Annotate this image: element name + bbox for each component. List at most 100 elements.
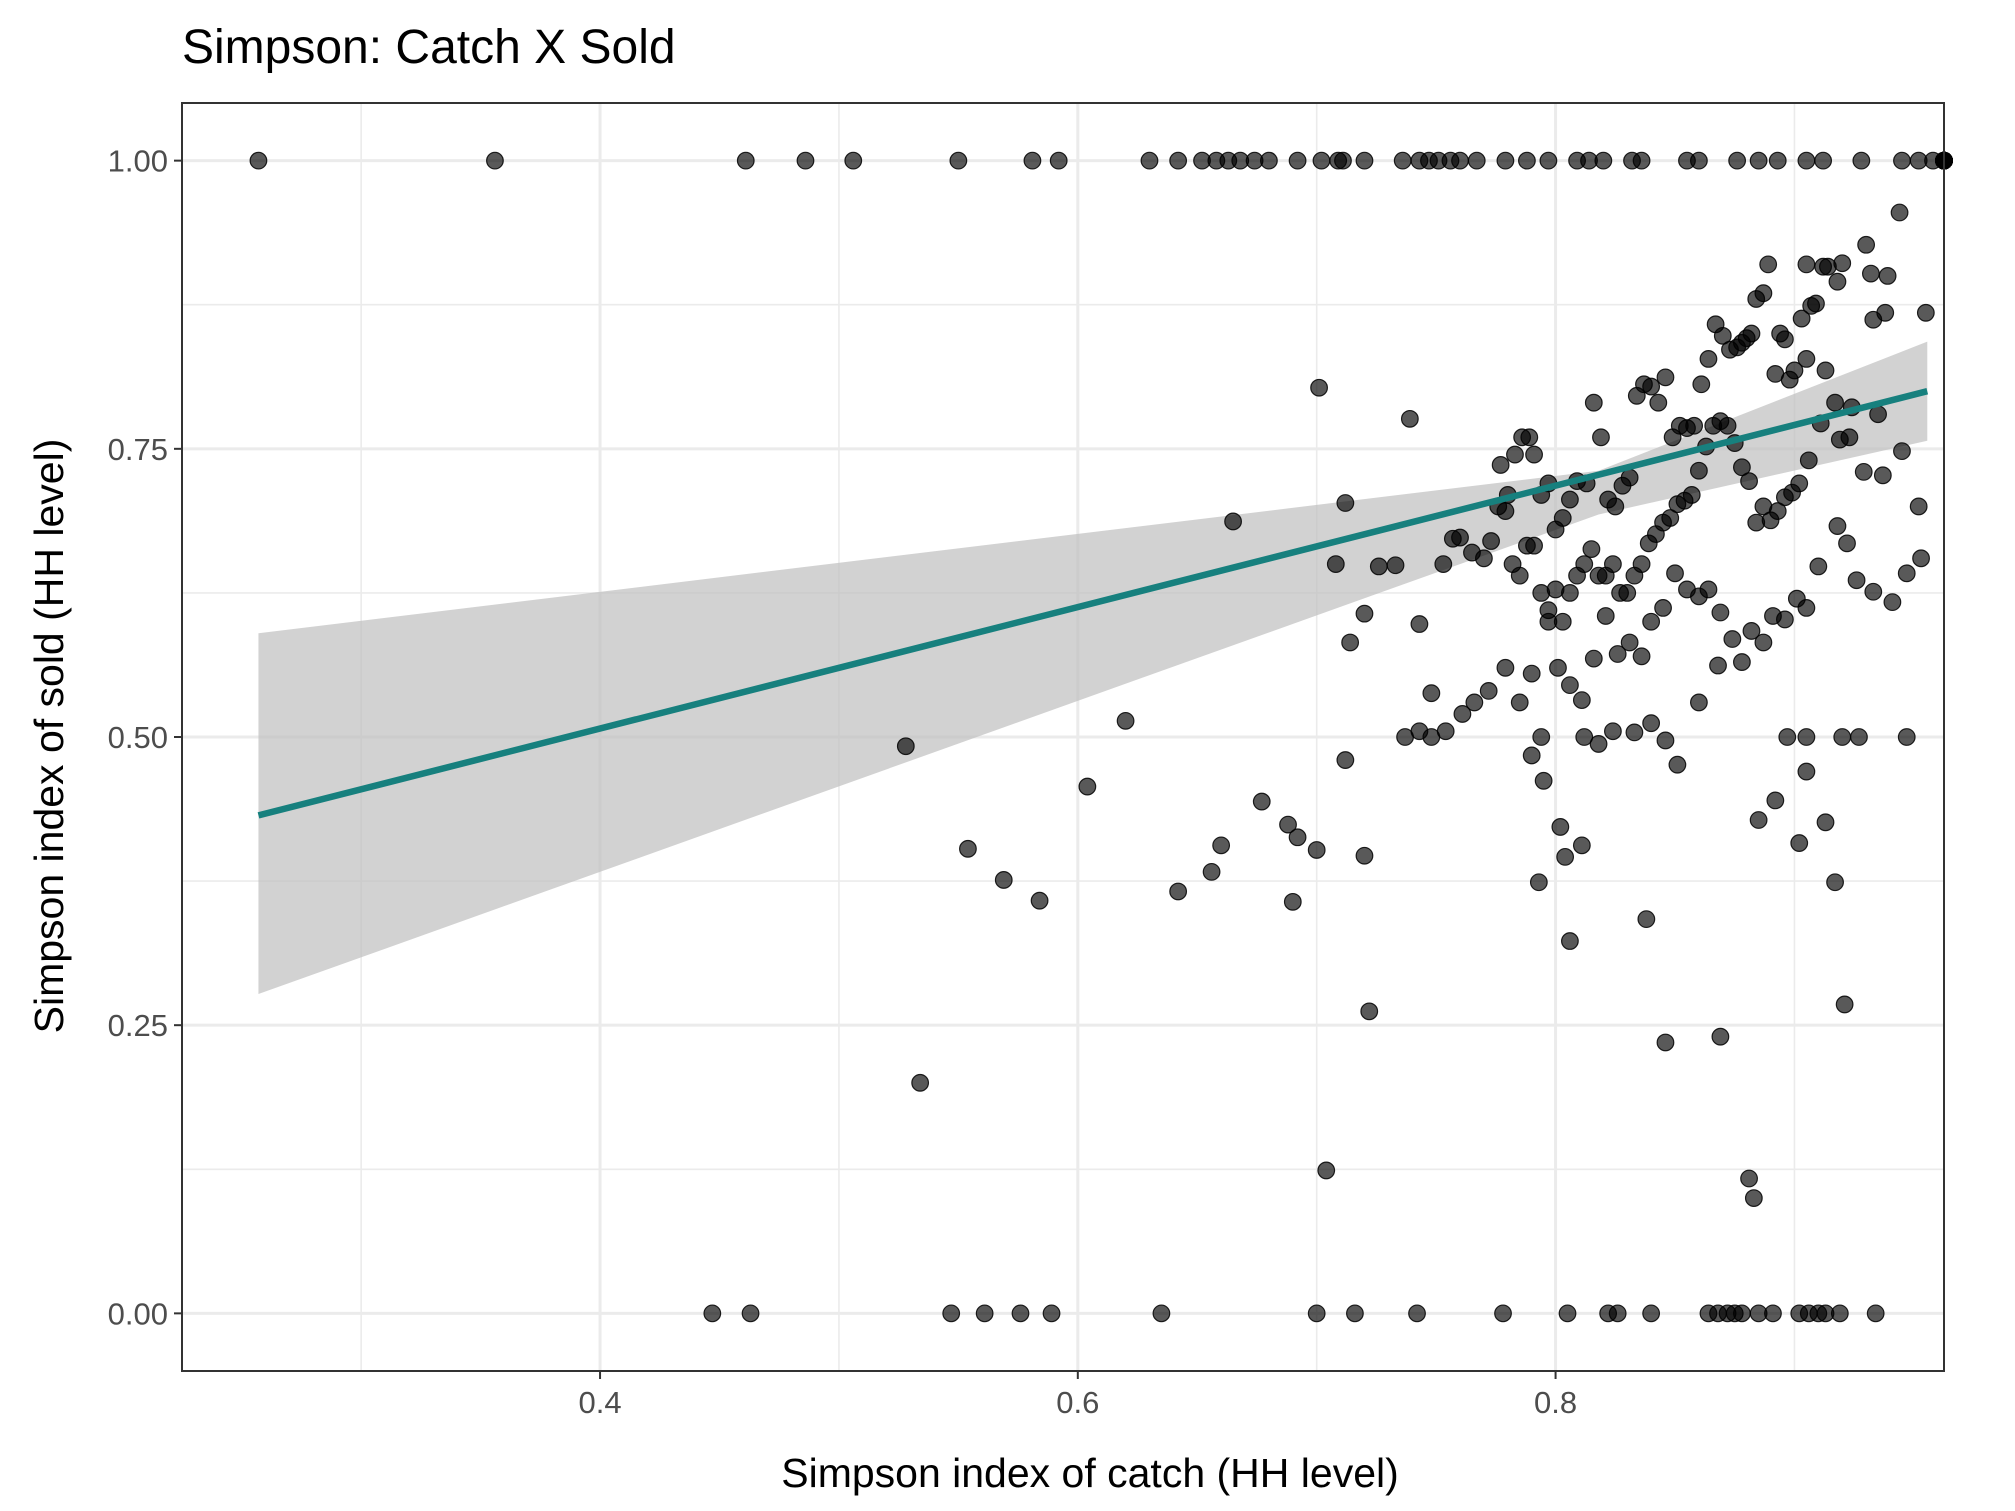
data-point	[1510, 693, 1529, 712]
data-point	[1152, 1304, 1171, 1323]
y-tick-label: 1.00	[108, 144, 168, 179]
data-point	[1778, 728, 1797, 746]
data-point	[1346, 1304, 1364, 1323]
grid-lines	[182, 103, 1944, 1371]
data-point	[1776, 488, 1794, 507]
data-point	[1790, 834, 1809, 852]
data-point	[1747, 513, 1766, 532]
data-point	[1690, 461, 1708, 480]
data-point	[1589, 566, 1608, 585]
data-point	[1355, 604, 1374, 623]
data-point	[1049, 151, 1068, 170]
data-point	[1766, 791, 1785, 810]
data-point	[1599, 490, 1618, 509]
data-point	[1522, 664, 1541, 683]
data-point	[1625, 566, 1644, 585]
data-point	[1479, 681, 1498, 700]
data-point	[736, 151, 755, 170]
data-point	[1534, 771, 1553, 790]
data-point	[1556, 847, 1575, 866]
data-point	[1916, 303, 1935, 322]
data-point	[1506, 445, 1524, 464]
y-axis-title: Simpson index of sold (HH level)	[26, 439, 72, 1034]
data-point	[1465, 693, 1484, 712]
data-point	[1400, 409, 1419, 428]
data-point	[1443, 529, 1462, 548]
data-point	[1733, 1304, 1751, 1323]
data-point	[1558, 1304, 1577, 1323]
data-point	[1649, 393, 1668, 412]
data-point	[1494, 1304, 1512, 1323]
data-point	[994, 871, 1013, 889]
data-point	[1525, 445, 1543, 464]
data-point	[1830, 1304, 1849, 1323]
data-point	[1826, 873, 1844, 892]
data-point	[1816, 813, 1835, 832]
data-point	[1030, 891, 1049, 910]
data-point	[1912, 549, 1930, 568]
data-point	[1582, 540, 1601, 559]
data-point	[1496, 151, 1515, 170]
data-point	[1678, 580, 1696, 599]
data-point	[1532, 728, 1551, 746]
fit-line	[257, 388, 1929, 819]
data-point	[1140, 151, 1159, 170]
data-point	[1893, 151, 1911, 170]
data-point	[1212, 836, 1231, 855]
data-point	[1878, 267, 1897, 285]
data-point	[1632, 151, 1651, 170]
data-point	[1396, 728, 1414, 746]
data-point	[1799, 451, 1818, 470]
data-point	[1539, 151, 1558, 170]
data-point	[1336, 751, 1355, 769]
data-point	[1341, 633, 1360, 652]
data-point	[911, 1073, 930, 1092]
data-point	[1797, 151, 1816, 170]
data-point	[1864, 582, 1883, 601]
data-point	[1561, 490, 1579, 509]
data-point	[1453, 705, 1472, 723]
data-point	[1802, 296, 1821, 315]
data-point	[1561, 676, 1579, 695]
y-tick-label: 0.50	[108, 720, 168, 755]
data-point	[1728, 151, 1747, 170]
x-tick-label: 0.6	[1056, 1385, 1099, 1420]
data-point	[1312, 151, 1331, 170]
x-axis-title: Simpson index of catch (HH level)	[781, 1450, 1399, 1496]
data-point	[1668, 495, 1687, 514]
data-point	[1833, 728, 1852, 746]
data-point	[1011, 1304, 1030, 1323]
data-point	[1711, 603, 1730, 622]
data-point	[1572, 691, 1591, 710]
data-point	[1307, 841, 1326, 859]
data-point	[1518, 536, 1536, 555]
data-point	[1809, 557, 1828, 576]
data-point	[1252, 792, 1271, 811]
x-axis: 0.4 0.6 0.8	[578, 1371, 1577, 1420]
data-point	[1642, 1304, 1661, 1323]
y-tick-label: 0.75	[108, 432, 168, 467]
data-point	[1797, 350, 1816, 368]
data-point	[1408, 1304, 1426, 1323]
data-point	[1797, 255, 1816, 274]
data-point	[1747, 290, 1766, 308]
data-point	[1744, 1189, 1763, 1207]
data-point	[1690, 693, 1708, 712]
data-point	[1654, 598, 1672, 617]
data-point	[1709, 656, 1727, 675]
data-point	[1830, 430, 1849, 449]
data-point	[1482, 532, 1500, 550]
data-point	[1883, 593, 1902, 612]
data-point	[1854, 462, 1873, 481]
data-point	[1496, 658, 1515, 677]
data-point	[1733, 458, 1751, 477]
data-point	[1467, 151, 1486, 170]
data-point	[1283, 892, 1302, 911]
data-point	[1642, 612, 1661, 631]
data-point	[1742, 622, 1761, 640]
data-point	[486, 151, 504, 170]
data-point	[1434, 555, 1453, 573]
data-point	[703, 1304, 722, 1323]
data-point	[1764, 1304, 1782, 1323]
data-point	[1768, 151, 1787, 170]
